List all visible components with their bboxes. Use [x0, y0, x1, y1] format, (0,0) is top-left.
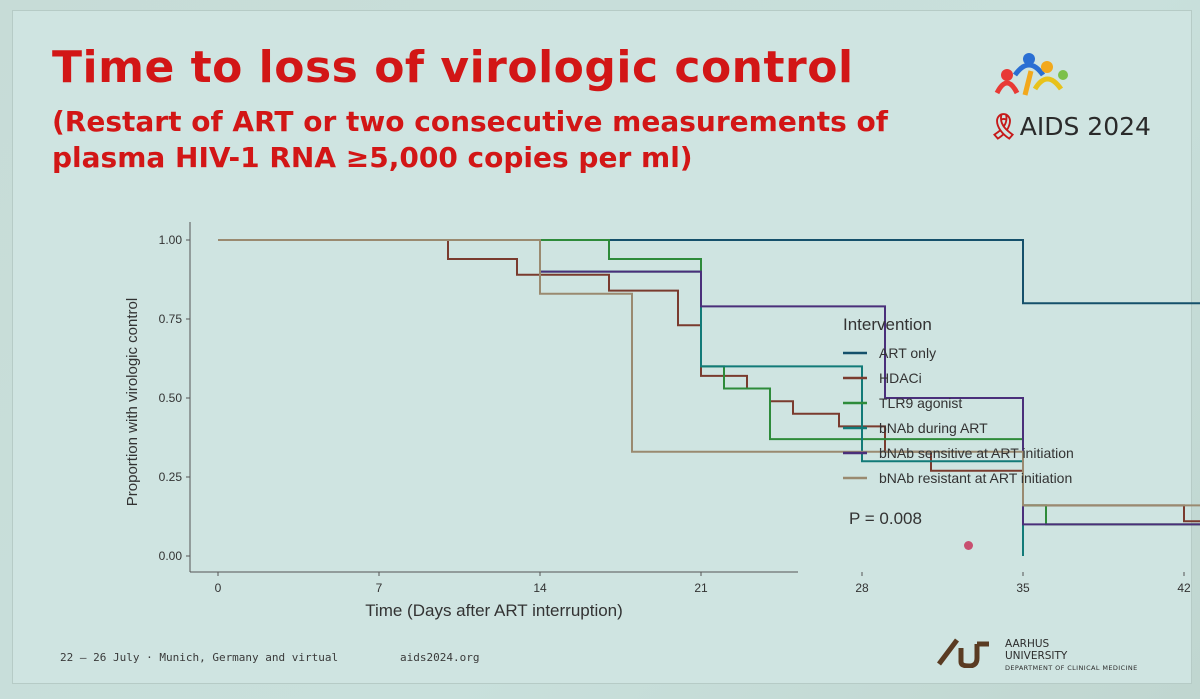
university-line1: AARHUS [1005, 638, 1050, 650]
x-tick-label: 7 [376, 581, 383, 595]
conference-logo-text: 🎗︎AIDS 2024 [988, 112, 1151, 142]
conference-logo-figures [985, 45, 1165, 140]
x-tick-label: 28 [855, 581, 869, 595]
legend-label-1: HDACi [879, 370, 922, 386]
university-department: DEPARTMENT OF CLINICAL MEDICINE [1005, 664, 1138, 672]
y-tick-label: 0.00 [159, 549, 183, 563]
x-tick-label: 42 [1177, 581, 1191, 595]
y-tick-label: 0.75 [159, 312, 183, 326]
x-axis-label: Time (Days after ART interruption) [365, 601, 623, 620]
university-logo-icon [935, 636, 995, 669]
x-tick-label: 35 [1016, 581, 1030, 595]
legend-label-2: TLR9 agonist [879, 395, 962, 411]
x-tick-label: 14 [533, 581, 547, 595]
y-tick-label: 0.25 [159, 470, 183, 484]
legend-label-3: bNAb during ART [879, 420, 988, 436]
legend-title: Intervention [843, 315, 932, 334]
legend-label-5: bNAb resistant at ART initiation [879, 470, 1072, 486]
slide-subtitle: (Restart of ART or two consecutive measu… [52, 105, 888, 174]
legend-label-0: ART only [879, 345, 936, 361]
university-line2: UNIVERSITY [1005, 650, 1068, 662]
series-line-0 [218, 239, 1200, 305]
series-line-5 [218, 239, 1200, 507]
university-name: AARHUS UNIVERSITY [1005, 638, 1067, 662]
logo-label: AIDS 2024 [1019, 112, 1151, 141]
series-line-1 [218, 239, 1200, 523]
slide-title: Time to loss of virologic control [52, 42, 854, 93]
y-tick-label: 1.00 [159, 233, 183, 247]
footer-url: aids2024.org [400, 651, 480, 664]
x-tick-label: 21 [694, 581, 708, 595]
legend-label-4: bNAb sensitive at ART initiation [879, 445, 1074, 461]
y-tick-label: 0.50 [159, 391, 183, 405]
plot-area: 0.000.250.500.751.0007142128354249566370… [124, 222, 1200, 620]
footer-dates: 22 – 26 July · Munich, Germany and virtu… [60, 651, 339, 664]
y-axis-label: Proportion with virologic control [124, 298, 141, 506]
p-value-annotation: P = 0.008 [849, 509, 922, 528]
ribbon-icon: 🎗︎ [988, 112, 1020, 141]
laser-pointer-dot [964, 541, 973, 550]
x-tick-label: 0 [215, 581, 222, 595]
